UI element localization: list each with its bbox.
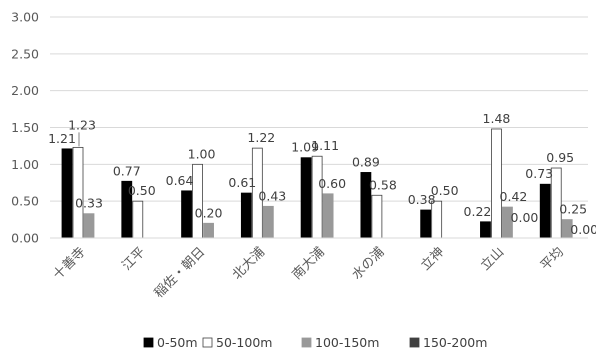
bar [311,155,323,239]
data-label: 0.25 [559,202,587,217]
bar [61,148,73,239]
x-tick-label: 立神 [418,245,447,274]
y-tick-label: 1.50 [11,120,39,135]
data-label: 0.64 [166,173,194,188]
data-label: 0.00 [511,210,539,225]
x-tick-label: 平均 [538,245,567,274]
bar [83,213,95,239]
data-label: 0.58 [369,177,397,192]
data-label: 1.11 [311,138,339,153]
legend-swatch [202,337,213,348]
x-tick-label: 水の浦 [349,245,387,283]
data-label: 0.00 [570,222,596,237]
y-tick-label: 2.50 [11,46,39,61]
data-label: 1.23 [68,117,96,132]
legend-label: 50-100m [216,335,272,350]
x-tick-label: 南大浦 [289,244,328,283]
x-tick-label: 江平 [119,245,148,274]
bar [491,128,502,239]
y-tick-label: 3.00 [11,10,39,25]
bar [192,163,203,239]
legend: 0-50m 50-100m 100-150m 150-200m [143,335,487,350]
data-label: 0.73 [525,166,553,181]
bar [181,190,192,239]
bar [72,146,84,239]
data-label: 0.43 [258,188,286,203]
data-label: 0.60 [318,176,346,191]
legend-label: 150-200m [423,335,487,350]
data-label: 0.77 [113,163,141,178]
data-label: 0.61 [228,175,256,190]
y-tick-label: 0.00 [11,231,39,246]
data-label: 0.95 [546,150,574,165]
legend-label: 100-150m [315,335,379,350]
x-tick-label: 稲佐・朝日 [152,245,209,302]
data-label: 0.89 [352,154,380,169]
bar [240,192,252,239]
y-tick-label: 1.00 [11,157,39,172]
x-axis: 十善寺 江平 稲佐・朝日 北大浦 南大浦 水の浦 立神 立山 平均 [50,237,588,302]
data-label: 1.09 [291,140,319,155]
data-label: 0.42 [500,189,528,204]
legend-swatch [301,337,312,348]
bar [203,222,214,239]
data-label: 0.20 [195,205,223,220]
bar [262,205,274,239]
bar [300,157,312,239]
data-label: 0.50 [431,183,459,198]
data-label: 1.22 [247,130,275,145]
bar [539,183,551,239]
data-label: 0.33 [75,196,103,211]
data-label: 0.50 [128,183,156,198]
bar [322,193,334,239]
x-tick-label: 十善寺 [50,244,89,283]
data-label: 0.38 [408,192,436,207]
bar [132,200,144,239]
bar [371,194,383,239]
y-axis: 0.00 0.50 1.00 1.50 2.00 2.50 3.00 [11,10,39,246]
data-label: 1.48 [483,111,511,126]
legend-swatch [409,337,420,348]
data-label: 1.00 [188,146,216,161]
data-label: 1.21 [48,131,76,146]
x-tick-label: 立山 [478,245,507,274]
data-label: 0.22 [464,204,492,219]
data-labels: 1.211.23 0.33 0.77 0.50 0.64 1.00 0.20 0.61 1.22… [48,111,596,237]
y-tick-label: 0.50 [11,194,39,209]
y-tick-label: 2.00 [11,83,39,98]
legend-swatch [143,337,154,348]
bar [480,221,491,239]
legend-label: 0-50m [157,335,198,350]
bar [420,209,432,239]
x-tick-label: 北大浦 [230,245,268,283]
